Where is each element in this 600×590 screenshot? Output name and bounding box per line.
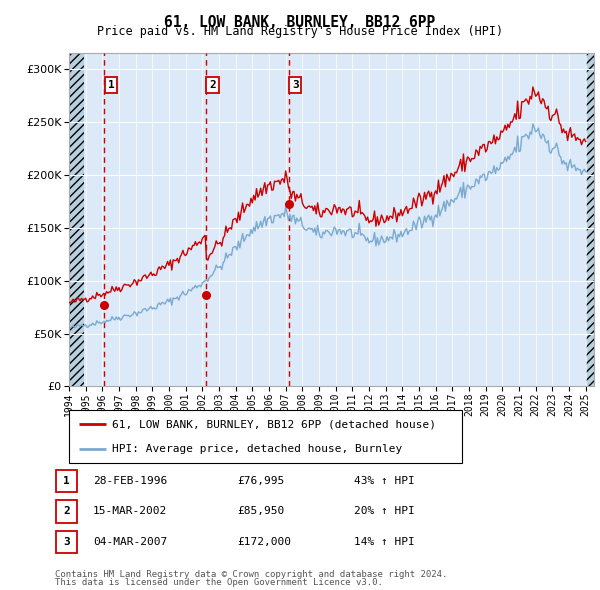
Text: This data is licensed under the Open Government Licence v3.0.: This data is licensed under the Open Gov… xyxy=(55,578,383,587)
FancyBboxPatch shape xyxy=(56,531,77,553)
Text: 61, LOW BANK, BURNLEY, BB12 6PP: 61, LOW BANK, BURNLEY, BB12 6PP xyxy=(164,15,436,30)
Text: 3: 3 xyxy=(292,80,299,90)
Bar xyxy=(586,53,594,386)
Text: 04-MAR-2007: 04-MAR-2007 xyxy=(93,537,167,547)
Text: 2: 2 xyxy=(209,80,216,90)
Text: 14% ↑ HPI: 14% ↑ HPI xyxy=(354,537,415,547)
Text: 3: 3 xyxy=(63,537,70,547)
Text: Contains HM Land Registry data © Crown copyright and database right 2024.: Contains HM Land Registry data © Crown c… xyxy=(55,570,448,579)
Text: 28-FEB-1996: 28-FEB-1996 xyxy=(93,476,167,486)
Text: 20% ↑ HPI: 20% ↑ HPI xyxy=(354,506,415,516)
Text: 1: 1 xyxy=(107,80,115,90)
Text: HPI: Average price, detached house, Burnley: HPI: Average price, detached house, Burn… xyxy=(112,444,403,454)
FancyBboxPatch shape xyxy=(56,470,77,492)
Text: 43% ↑ HPI: 43% ↑ HPI xyxy=(354,476,415,486)
Text: 61, LOW BANK, BURNLEY, BB12 6PP (detached house): 61, LOW BANK, BURNLEY, BB12 6PP (detache… xyxy=(112,419,436,430)
Text: £172,000: £172,000 xyxy=(237,537,291,547)
Text: £85,950: £85,950 xyxy=(237,506,284,516)
Text: Price paid vs. HM Land Registry's House Price Index (HPI): Price paid vs. HM Land Registry's House … xyxy=(97,25,503,38)
FancyBboxPatch shape xyxy=(69,410,462,463)
Text: 1: 1 xyxy=(63,476,70,486)
Text: 15-MAR-2002: 15-MAR-2002 xyxy=(93,506,167,516)
Text: £76,995: £76,995 xyxy=(237,476,284,486)
Text: 2: 2 xyxy=(63,506,70,516)
FancyBboxPatch shape xyxy=(56,500,77,523)
Bar xyxy=(69,53,85,386)
